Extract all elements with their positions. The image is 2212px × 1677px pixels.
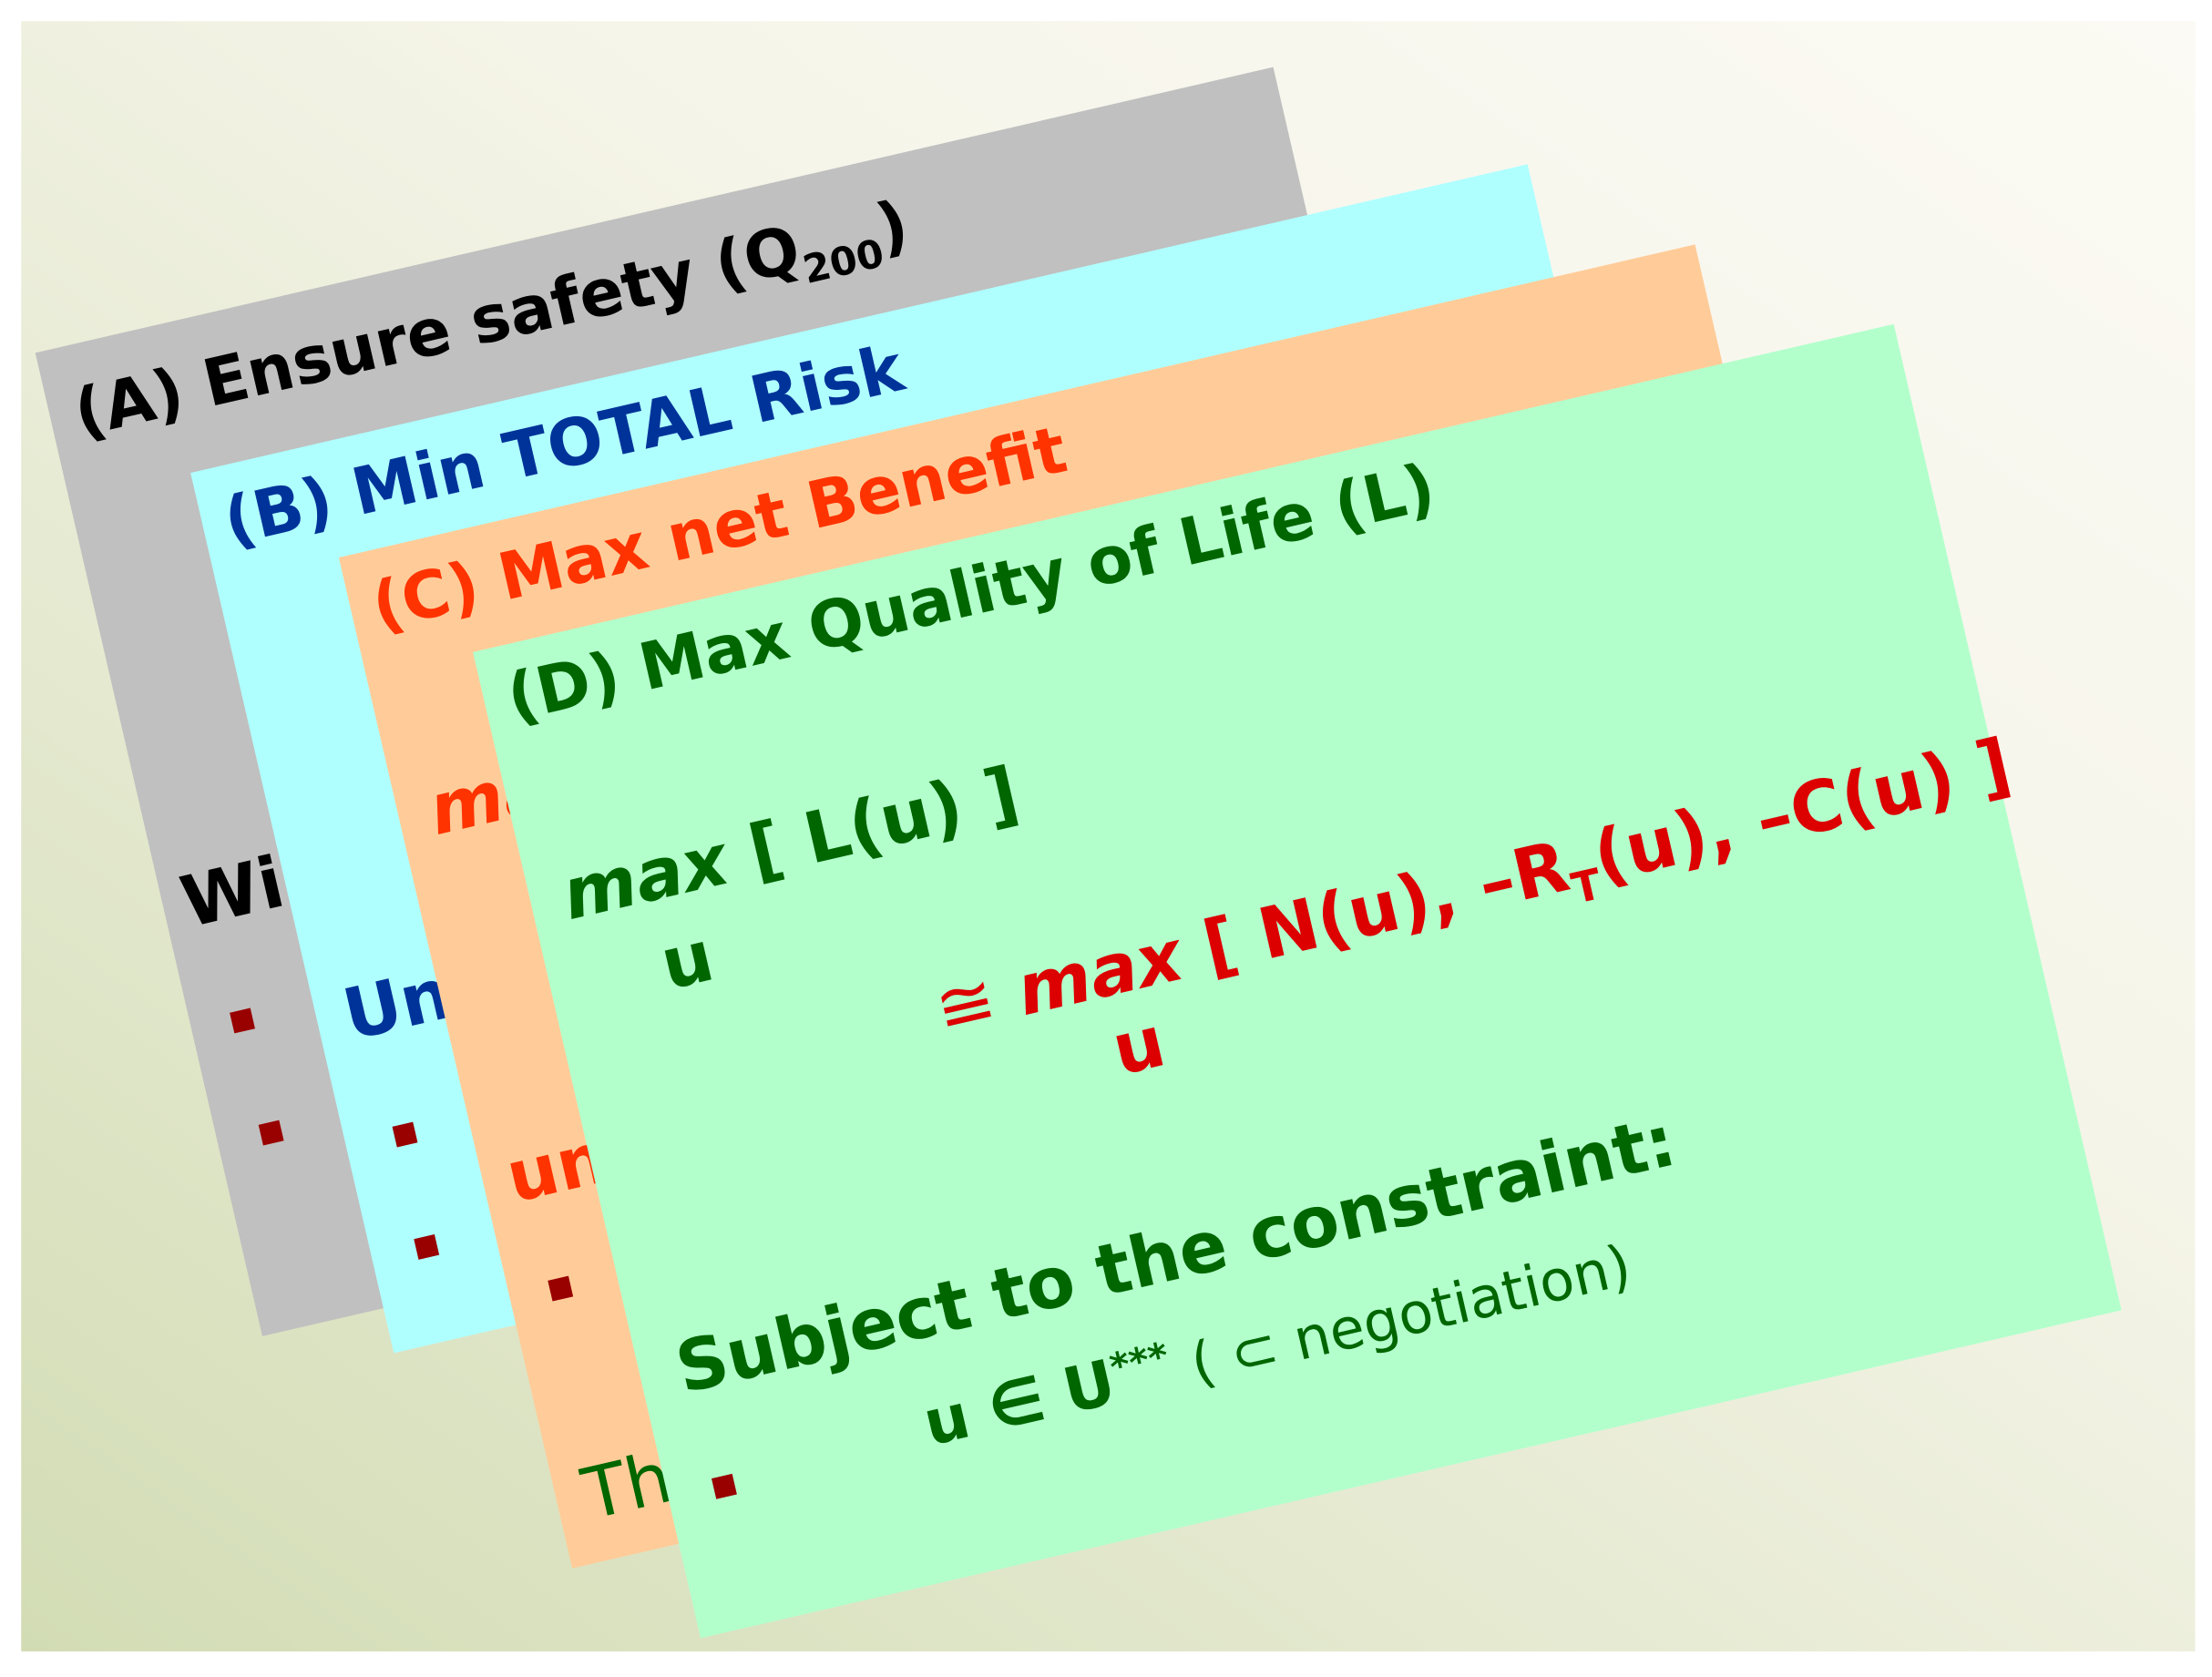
- approximation: ≅ max [ N(u), –RT(u), –C(u) ]: [927, 723, 2021, 1060]
- constraint-expr: u ∈ U: [917, 1346, 1122, 1461]
- argument: [ L(u) ]: [741, 752, 1027, 894]
- bullet: [230, 1007, 255, 1034]
- bullet: [414, 1233, 440, 1260]
- approx-symbol: ≅: [927, 957, 1004, 1051]
- bullet: [392, 1121, 418, 1148]
- constraint-superscript: ***: [1105, 1334, 1173, 1390]
- title-subscript: 200: [798, 229, 889, 293]
- argument: [ N(u), –R: [1195, 825, 1577, 989]
- bullet: [258, 1120, 284, 1146]
- operator-subscript: u: [1104, 1000, 1173, 1092]
- objective: max [ L(u) ]: [555, 752, 1026, 936]
- operator: max: [554, 818, 736, 936]
- slide-background: (A) Ensure safety (Q200) Wi (B) Min TOTA…: [21, 21, 2196, 1651]
- bullet: [712, 1473, 737, 1499]
- operator-subscript: u: [653, 915, 722, 1007]
- argument: (u), –C(u) ]: [1585, 723, 2019, 899]
- operator: max: [1009, 914, 1191, 1032]
- bullet: [548, 1275, 574, 1302]
- card-text: Wi: [173, 841, 292, 945]
